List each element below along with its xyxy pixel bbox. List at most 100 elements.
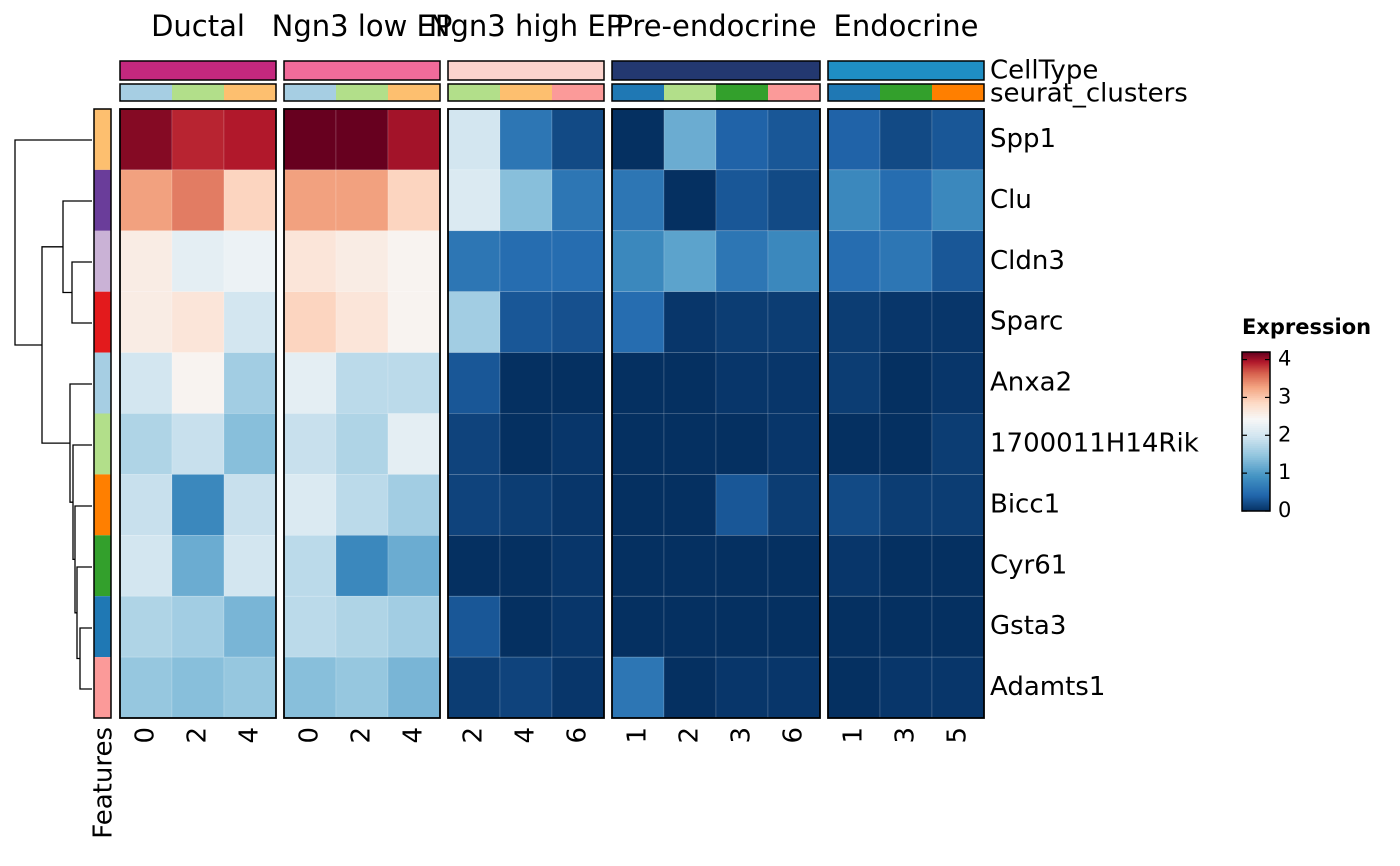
cluster-annotation-border [447, 83, 605, 102]
heatmap-cell [387, 656, 441, 719]
heatmap-cell [447, 291, 501, 353]
colorbar-segment [1242, 497, 1270, 500]
colorbar-segment [1242, 377, 1270, 381]
row-annotation [94, 535, 111, 597]
colorbar-segment [1242, 507, 1270, 510]
heatmap-cell [663, 474, 717, 536]
colorbar-segment [1242, 385, 1270, 389]
column-label: 4 [511, 727, 541, 744]
annotation-label: seurat_clusters [990, 79, 1188, 109]
heatmap-cell [387, 230, 441, 293]
heatmap-cell [827, 230, 881, 293]
heatmap-cell [767, 169, 821, 232]
heatmap-cell [283, 656, 337, 719]
colorbar-segment [1242, 365, 1270, 369]
heatmap-cell [335, 352, 389, 414]
heatmap-cell [283, 474, 337, 536]
column-label: 2 [347, 727, 377, 744]
heatmap-cell [879, 230, 933, 293]
heatmap-cell [551, 230, 605, 293]
colorbar-title: Expression [1242, 315, 1371, 339]
heatmap-cell [171, 169, 225, 232]
colorbar-segment [1242, 445, 1270, 448]
heatmap-cell [283, 413, 337, 475]
panel-border [283, 108, 441, 719]
heatmap-cell [283, 230, 337, 293]
dendrogram [14, 139, 92, 690]
group-title: Ngn3 high EP [429, 9, 623, 43]
colorbar-segment [1242, 415, 1270, 419]
colorbar-segment [1242, 435, 1270, 438]
heatmap-cell [283, 169, 337, 232]
heatmap-cell [119, 474, 173, 536]
row-annotation-label: Features [89, 727, 119, 839]
heatmap-cell [879, 656, 933, 719]
colorbar-segment [1242, 399, 1270, 403]
group-title: Ngn3 low EP [272, 9, 453, 43]
row-label: Cldn3 [990, 246, 1065, 276]
colorbar-segment [1242, 451, 1270, 454]
heatmap-cell [551, 474, 605, 536]
heatmap-cell [335, 413, 389, 475]
colorbar-segment [1242, 371, 1270, 375]
heatmap-cell [611, 534, 665, 597]
heatmap-cell [827, 656, 881, 719]
group-title: Endocrine [834, 9, 979, 43]
heatmap-cell [931, 169, 985, 232]
row-label: Gsta3 [990, 611, 1066, 641]
heatmap-cell [715, 474, 769, 536]
heatmap-cell [447, 169, 501, 232]
heatmap-cell [499, 534, 553, 597]
heatmap-cell [931, 230, 985, 293]
heatmap-cell [447, 656, 501, 719]
column-label: 3 [727, 727, 757, 744]
heatmap-cell [715, 352, 769, 414]
colorbar-segment [1242, 467, 1270, 470]
heatmap-cell [611, 230, 665, 293]
group-title: Ductal [151, 9, 245, 43]
heatmap-cell [767, 291, 821, 353]
heatmap-cell [387, 169, 441, 232]
panel-border [119, 108, 277, 719]
column-label: 0 [131, 727, 161, 744]
cluster-annotation [552, 84, 604, 101]
colorbar-segment [1242, 359, 1270, 363]
heatmap-cell [119, 413, 173, 475]
row-annotation [94, 474, 111, 536]
heatmap-cell [663, 108, 717, 171]
heatmap-cell [879, 413, 933, 475]
colorbar-segment [1242, 437, 1270, 440]
heatmap-cell [931, 474, 985, 536]
celltype-annotation [119, 60, 277, 81]
colorbar-segment [1242, 389, 1270, 393]
heatmap-cell [223, 291, 277, 353]
heatmap-cell [387, 413, 441, 475]
heatmap-cell [447, 230, 501, 293]
heatmap-cell [663, 656, 717, 719]
colorbar-segment [1242, 453, 1270, 456]
heatmap-cell [447, 413, 501, 475]
colorbar-segment [1242, 401, 1270, 405]
colorbar-segment [1242, 357, 1270, 361]
cluster-annotation [172, 84, 224, 101]
row-annotation [94, 230, 111, 292]
heatmap-cell [879, 169, 933, 232]
colorbar-segment [1242, 505, 1270, 508]
heatmap-cell [767, 108, 821, 171]
colorbar-segment [1242, 447, 1270, 450]
heatmap-cell [767, 413, 821, 475]
heatmap-cell [387, 291, 441, 353]
colorbar-segment [1242, 493, 1270, 496]
heatmap-cell [335, 169, 389, 232]
heatmap-cell [223, 169, 277, 232]
heatmap-cell [283, 291, 337, 353]
colorbar-segment [1242, 387, 1270, 391]
heatmap-cell [663, 291, 717, 353]
cluster-annotation-border [119, 83, 277, 102]
colorbar-segment [1242, 429, 1270, 432]
column-label: 2 [675, 727, 705, 744]
colorbar-segment [1242, 463, 1270, 466]
row-label: Bicc1 [990, 489, 1060, 519]
colorbar-segment [1242, 495, 1270, 498]
colorbar-segment [1242, 383, 1270, 387]
